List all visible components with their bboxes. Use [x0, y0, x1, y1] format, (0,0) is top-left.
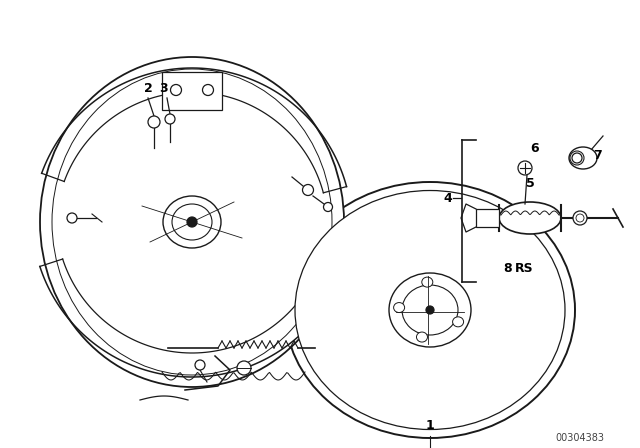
Ellipse shape [499, 202, 561, 234]
Text: 3: 3 [160, 82, 168, 95]
Ellipse shape [417, 332, 428, 342]
Bar [476, 209, 499, 227]
Text: 4: 4 [444, 191, 452, 204]
Ellipse shape [402, 285, 458, 335]
Ellipse shape [295, 190, 565, 430]
Text: 8: 8 [504, 262, 512, 275]
Circle shape [148, 116, 160, 128]
Text: 5: 5 [525, 177, 534, 190]
Text: 6: 6 [531, 142, 540, 155]
Circle shape [187, 217, 197, 227]
Ellipse shape [285, 182, 575, 438]
Ellipse shape [569, 147, 597, 169]
Ellipse shape [422, 277, 433, 287]
Circle shape [202, 85, 214, 95]
Circle shape [67, 213, 77, 223]
Ellipse shape [452, 317, 463, 327]
Ellipse shape [389, 273, 471, 347]
Text: 00304383: 00304383 [556, 433, 605, 443]
Bar [162, 72, 222, 110]
Circle shape [170, 85, 182, 95]
Circle shape [165, 114, 175, 124]
Circle shape [195, 360, 205, 370]
Text: 2: 2 [143, 82, 152, 95]
Circle shape [576, 214, 584, 222]
Ellipse shape [394, 302, 404, 313]
Text: RS: RS [515, 262, 533, 275]
Circle shape [303, 185, 314, 195]
Circle shape [518, 161, 532, 175]
Circle shape [573, 211, 587, 225]
Text: 1: 1 [426, 418, 435, 431]
Circle shape [237, 361, 251, 375]
Ellipse shape [570, 151, 584, 165]
Ellipse shape [40, 57, 344, 387]
Circle shape [426, 306, 434, 314]
Ellipse shape [172, 204, 212, 240]
Ellipse shape [52, 69, 332, 375]
Ellipse shape [163, 196, 221, 248]
Circle shape [323, 202, 333, 211]
Circle shape [572, 153, 582, 163]
Text: 7: 7 [594, 148, 602, 161]
